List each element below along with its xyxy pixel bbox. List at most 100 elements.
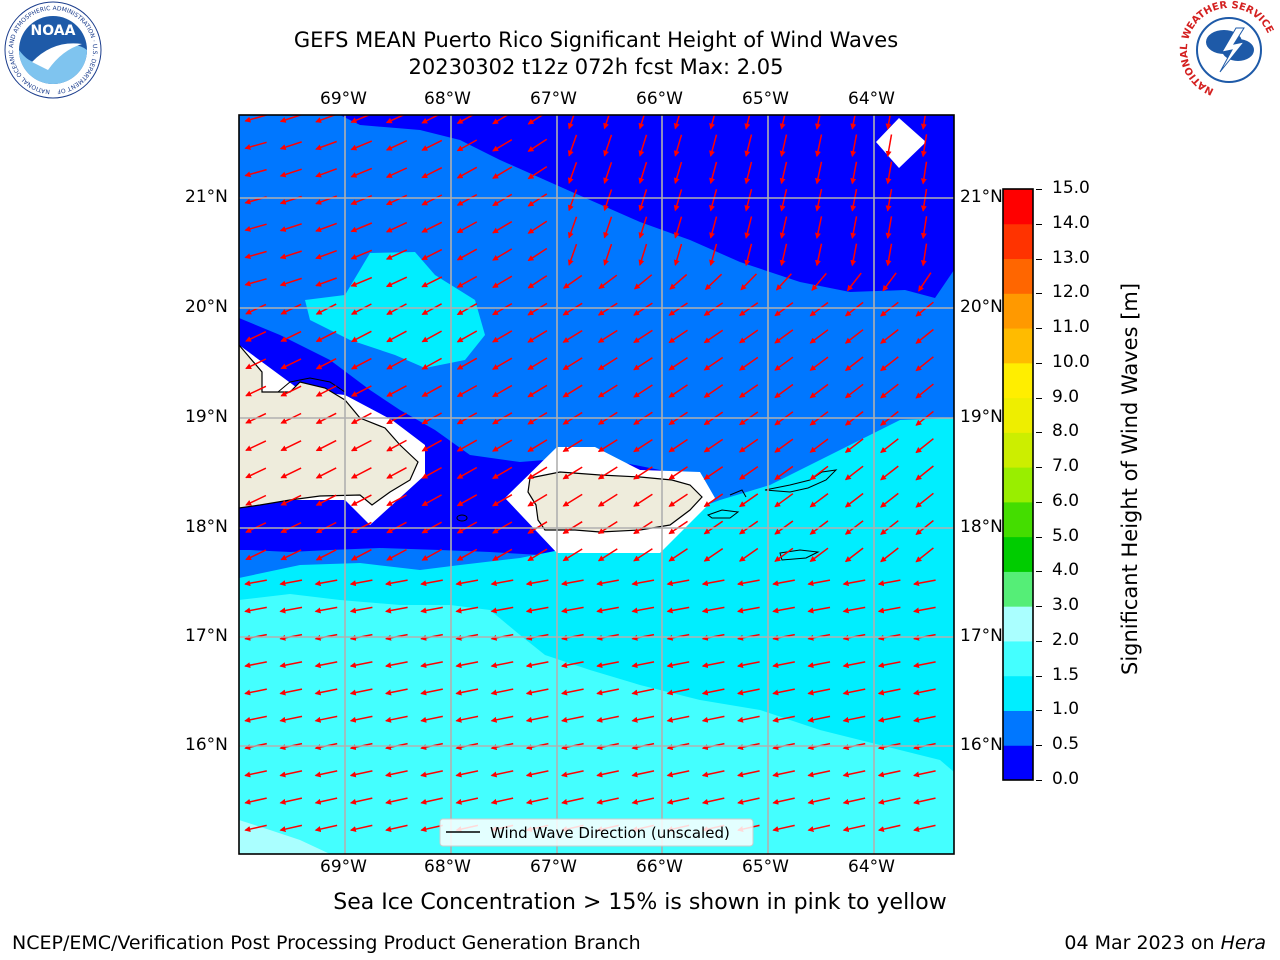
wave-arrow bbox=[844, 492, 864, 508]
colorbar-segment bbox=[1003, 571, 1033, 607]
wave-arrow bbox=[842, 661, 866, 669]
colorbar-tick-label: 14.0 bbox=[1052, 212, 1090, 233]
wave-arrow bbox=[421, 194, 443, 206]
wave-arrow bbox=[244, 606, 267, 614]
wave-arrow bbox=[562, 439, 583, 453]
wave-arrow bbox=[877, 715, 901, 723]
wave-arrow bbox=[492, 466, 513, 480]
wave-arrow bbox=[668, 384, 688, 398]
colorbar-tick-mark bbox=[1036, 397, 1042, 399]
wave-height-field bbox=[239, 115, 954, 854]
wave-arrow bbox=[562, 302, 583, 316]
wave-arrow bbox=[772, 688, 795, 696]
wave-arrow bbox=[490, 688, 514, 696]
wave-arrow bbox=[737, 579, 760, 587]
wave-arrow bbox=[420, 715, 443, 723]
wave-arrow bbox=[527, 466, 548, 480]
wave-arrow bbox=[850, 216, 858, 239]
wave-arrow bbox=[703, 547, 724, 562]
lon-tick-bottom: 67°W bbox=[530, 857, 577, 877]
wave-arrow bbox=[525, 579, 549, 587]
wave-arrow bbox=[490, 579, 514, 587]
wave-arrow bbox=[666, 715, 690, 723]
wave-arrow bbox=[492, 220, 513, 234]
wave-arrow bbox=[738, 384, 759, 398]
wave-arrow bbox=[527, 493, 548, 507]
wave-arrow bbox=[315, 494, 337, 506]
wave-arrow bbox=[807, 770, 831, 778]
wave-arrow bbox=[737, 715, 760, 723]
wave-arrow bbox=[596, 606, 619, 614]
wave-arrow bbox=[421, 439, 442, 452]
wave-arrow bbox=[850, 243, 858, 267]
wave-arrow bbox=[350, 222, 373, 233]
wave-arrow bbox=[315, 222, 337, 233]
lon-tick-bottom: 69°W bbox=[320, 857, 367, 877]
wave-arrow bbox=[455, 606, 479, 614]
wave-arrow bbox=[314, 715, 338, 723]
wave-arrow bbox=[315, 385, 337, 397]
wave-arrow bbox=[527, 193, 548, 207]
wave-arrow bbox=[701, 661, 725, 669]
colorbar-tick-mark bbox=[1036, 223, 1042, 225]
wave-arrow bbox=[421, 139, 443, 151]
wave-arrow bbox=[709, 161, 718, 185]
wave-arrow bbox=[562, 548, 583, 562]
wave-arrow bbox=[915, 492, 934, 508]
wave-arrow bbox=[456, 248, 478, 261]
wave-arrow bbox=[738, 547, 759, 562]
wave-arrow bbox=[844, 301, 864, 317]
wave-arrow bbox=[421, 303, 442, 316]
colorbar-tick-label: 0.5 bbox=[1052, 734, 1080, 755]
wave-arrow bbox=[631, 579, 655, 587]
wave-arrow bbox=[668, 329, 688, 344]
footer-date: 04 Mar 2023 on Hera bbox=[1064, 932, 1266, 954]
wave-arrow bbox=[809, 438, 829, 453]
wave-arrow bbox=[603, 189, 613, 212]
wave-arrow bbox=[737, 797, 760, 805]
wave-arrow bbox=[350, 330, 372, 343]
wave-arrow bbox=[772, 715, 795, 723]
wave-arrow bbox=[562, 357, 583, 371]
wave-arrow bbox=[350, 549, 372, 561]
wave-arrow bbox=[815, 134, 823, 158]
wave-arrow bbox=[737, 770, 760, 778]
wave-arrow bbox=[913, 770, 936, 778]
wave-arrow bbox=[567, 189, 578, 212]
wave-arrow bbox=[492, 166, 513, 179]
wave-arrow bbox=[666, 661, 690, 669]
wave-arrow bbox=[669, 273, 688, 290]
wave-arrow bbox=[279, 277, 302, 287]
wave-arrow bbox=[350, 276, 373, 287]
wave-arrow bbox=[456, 439, 478, 452]
lat-tick-right: 20°N bbox=[960, 297, 1003, 317]
wave-arrow bbox=[527, 357, 548, 371]
wave-arrow bbox=[490, 797, 514, 805]
wave-arrow bbox=[244, 715, 267, 723]
wave-arrow bbox=[315, 330, 337, 343]
wave-arrow bbox=[638, 134, 648, 157]
wave-arrow bbox=[490, 661, 514, 669]
wave-arrow bbox=[596, 661, 619, 669]
wave-arrow bbox=[527, 115, 544, 125]
colorbar-tick-label: 1.0 bbox=[1052, 699, 1080, 720]
wave-arrow bbox=[603, 216, 613, 239]
wave-arrow bbox=[631, 661, 655, 669]
wave-arrow bbox=[315, 140, 337, 151]
wave-arrow bbox=[740, 273, 758, 291]
wave-arrow bbox=[561, 661, 584, 669]
wave-arrow bbox=[774, 465, 794, 481]
wave-arrow bbox=[279, 797, 303, 805]
wave-arrow bbox=[279, 250, 302, 260]
colorbar-tick-mark bbox=[1036, 710, 1042, 712]
wave-arrow bbox=[631, 770, 655, 778]
wave-arrow bbox=[279, 168, 302, 178]
colorbar-segment bbox=[1003, 362, 1033, 399]
wave-arrow bbox=[456, 115, 475, 124]
colorbar-segment bbox=[1003, 606, 1033, 642]
wave-arrow bbox=[738, 438, 759, 453]
wave-arrow bbox=[774, 438, 794, 453]
wave-arrow bbox=[842, 579, 866, 587]
wave-arrow bbox=[668, 466, 688, 480]
wave-arrow bbox=[527, 439, 548, 452]
